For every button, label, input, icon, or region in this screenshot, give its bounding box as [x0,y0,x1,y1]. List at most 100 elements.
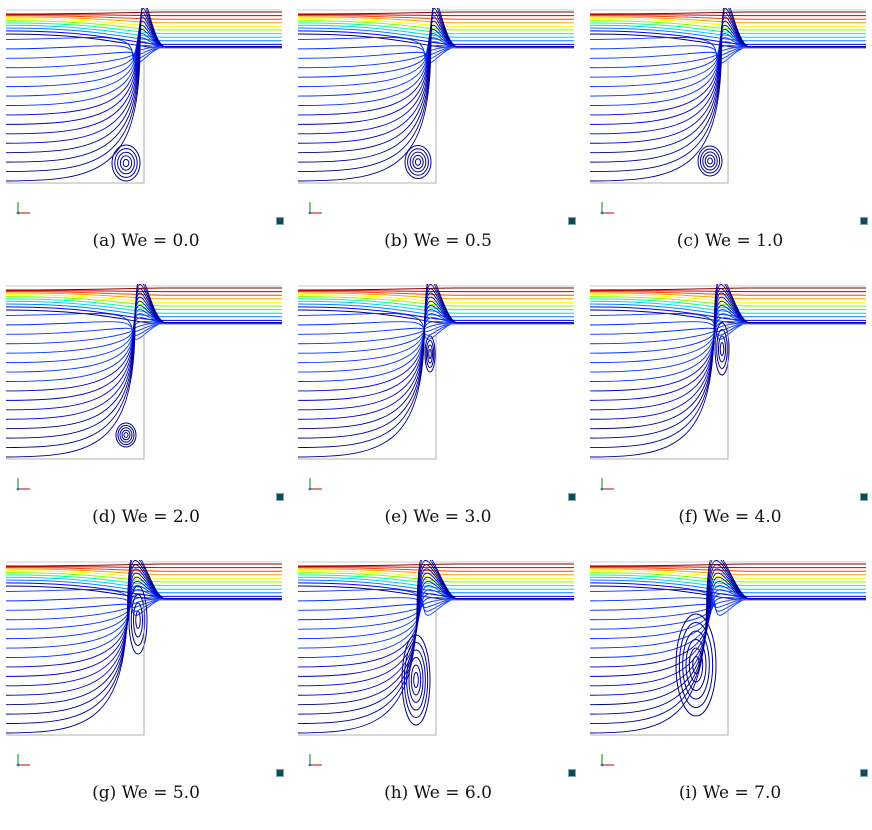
streamline [589,570,866,579]
vortex [714,322,730,376]
axes-triad-icon [16,202,30,215]
streamline [297,322,574,345]
streamline [5,20,282,135]
streamline [5,27,282,42]
streamline [297,300,574,314]
streamline [5,570,282,579]
panel-caption: (f) We = 4.0 [678,507,782,527]
streamline [297,33,574,106]
streamline [297,291,574,296]
streamline [589,298,866,311]
streamline [297,566,574,569]
vortex [128,585,148,655]
streamline-plot [5,8,282,184]
streamline [297,15,574,20]
streamline [589,11,866,15]
streamline [589,14,866,17]
streamline [297,22,574,35]
axes-triad-icon [600,754,614,767]
streamline [589,294,866,303]
streamline [589,576,866,590]
streamline [589,18,866,27]
streamline [589,45,866,78]
orientation-marker-icon [860,493,868,501]
streamline [589,284,866,458]
streamline [5,296,282,307]
streamline [5,321,282,336]
streamline [589,45,866,60]
streamline [589,576,866,677]
streamline [589,566,866,569]
streamline [589,22,866,35]
streamline [5,20,282,31]
orientation-marker-icon [568,769,576,777]
panel-caption: (h) We = 6.0 [384,783,492,803]
streamline [589,560,866,715]
streamline [297,563,574,567]
streamline [589,560,866,725]
channel-wall [298,599,574,736]
streamline [5,292,282,300]
streamline [297,8,574,182]
channel-wall [590,47,866,184]
streamline [297,321,574,336]
streamline [297,292,574,300]
streamline [5,8,282,163]
axes-triad-icon [308,478,322,491]
streamline [297,20,574,31]
streamline [297,322,574,335]
streamline [589,287,866,291]
streamline [5,322,282,335]
streamline [5,8,282,173]
streamline [297,14,574,17]
streamline [5,45,282,78]
streamline [5,46,282,59]
streamline [297,579,574,594]
streamline [589,568,866,696]
streamline [297,16,574,24]
streamline [5,15,282,20]
panel-caption: (i) We = 7.0 [678,783,782,803]
streamline [589,564,866,706]
streamline [297,41,574,88]
streamline [589,8,866,182]
streamline [297,296,574,307]
vortex [115,422,137,448]
streamline [297,317,574,364]
streamline [297,568,574,576]
streamline [297,572,574,583]
streamline [5,298,282,311]
streamline [589,574,866,587]
streamline [589,46,866,69]
streamline [589,572,866,583]
axes-triad-icon [308,754,322,767]
streamline [297,574,574,587]
streamline [5,287,282,291]
streamline [589,597,866,612]
streamline [297,303,574,318]
panel-caption: (b) We = 0.5 [384,231,492,251]
channel-wall [590,323,866,460]
panel-caption: (g) We = 5.0 [92,783,200,803]
streamline [5,566,282,569]
streamline [5,572,282,583]
panel-caption: (a) We = 0.0 [92,231,200,251]
streamline-plot [589,284,866,460]
channel-wall [6,47,282,184]
streamline [589,560,866,734]
streamline [5,300,282,314]
vortex [404,145,432,179]
streamline [5,563,282,567]
panel-f: (f) We = 4.0 [588,284,872,554]
streamline [589,24,866,38]
channel-wall [298,323,574,460]
orientation-marker-icon [276,769,284,777]
streamline [5,322,282,345]
panel-b: (b) We = 0.5 [296,8,580,278]
orientation-marker-icon [276,217,284,225]
streamline [5,568,282,576]
streamline [5,294,282,303]
streamline [5,12,282,154]
streamline [5,574,282,587]
streamline [297,588,574,616]
